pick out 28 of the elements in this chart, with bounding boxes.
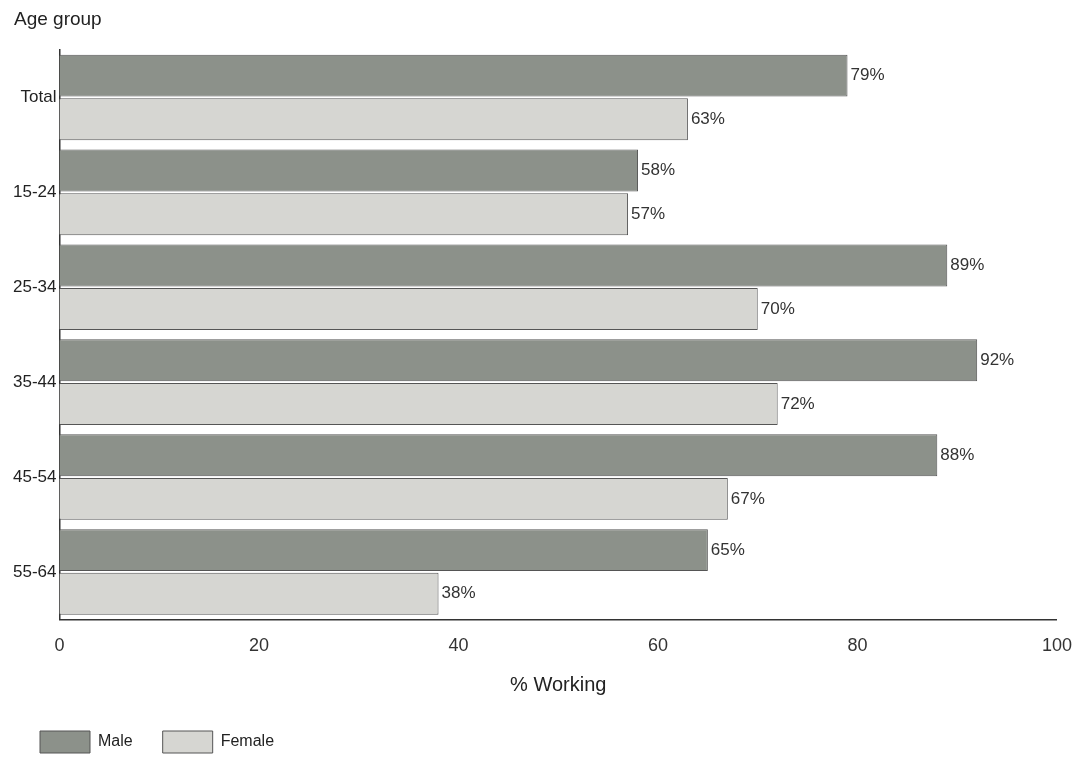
y-tick-label: Total (20, 87, 57, 107)
x-axis-title: % Working (510, 672, 607, 695)
y-tick-label: 45-54 (13, 466, 57, 486)
legend-label: Male (98, 732, 133, 750)
x-tick-label: 0 (54, 635, 65, 656)
x-tick-label: 100 (1041, 635, 1073, 656)
legend-label: Female (220, 732, 275, 750)
data-label: 89% (950, 255, 985, 275)
data-label: 92% (980, 350, 1015, 370)
y-tick-label: 55-64 (13, 561, 57, 581)
data-label: 72% (780, 393, 815, 413)
data-label: 88% (940, 444, 975, 464)
data-label: 38% (441, 583, 476, 603)
y-tick-label: 15-24 (13, 182, 57, 202)
data-label: 65% (710, 539, 745, 559)
data-label: 70% (760, 298, 795, 318)
x-tick-label: 40 (448, 635, 469, 656)
y-tick-label: 25-34 (13, 276, 57, 296)
data-label: 58% (641, 160, 676, 180)
data-label: 63% (690, 108, 725, 128)
x-tick-label: 20 (248, 635, 269, 656)
y-tick-label: 35-44 (13, 371, 57, 391)
data-label: 79% (850, 65, 885, 85)
data-label: 57% (631, 203, 666, 223)
y-axis-title: Age group (14, 8, 102, 30)
x-tick-label: 80 (847, 635, 868, 656)
x-tick-label: 60 (647, 635, 668, 656)
data-label: 67% (730, 488, 765, 508)
